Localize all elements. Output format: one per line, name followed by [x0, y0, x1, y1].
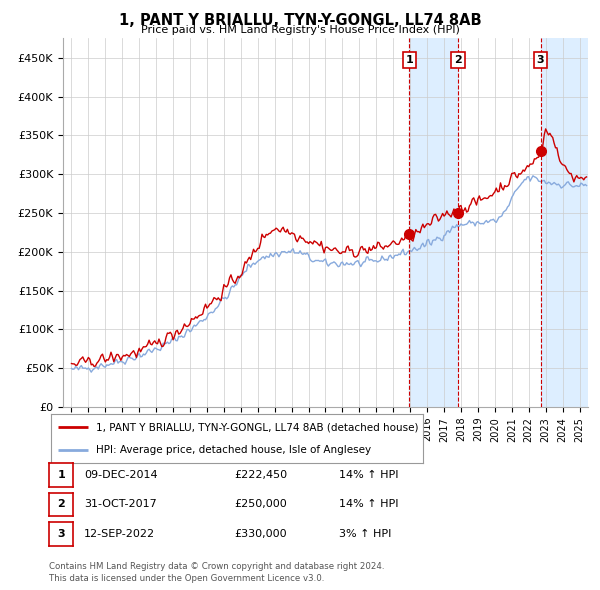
- Text: Price paid vs. HM Land Registry's House Price Index (HPI): Price paid vs. HM Land Registry's House …: [140, 25, 460, 35]
- Text: 1, PANT Y BRIALLU, TYN-Y-GONGL, LL74 8AB: 1, PANT Y BRIALLU, TYN-Y-GONGL, LL74 8AB: [119, 13, 481, 28]
- Bar: [541, 38, 588, 407]
- Text: 12-SEP-2022: 12-SEP-2022: [84, 529, 155, 539]
- Text: £330,000: £330,000: [234, 529, 287, 539]
- Text: Contains HM Land Registry data © Crown copyright and database right 2024.: Contains HM Land Registry data © Crown c…: [49, 562, 385, 571]
- Text: £222,450: £222,450: [234, 470, 287, 480]
- Text: 3% ↑ HPI: 3% ↑ HPI: [339, 529, 391, 539]
- Text: HPI: Average price, detached house, Isle of Anglesey: HPI: Average price, detached house, Isle…: [95, 445, 371, 455]
- Text: 31-OCT-2017: 31-OCT-2017: [84, 500, 157, 509]
- Text: This data is licensed under the Open Government Licence v3.0.: This data is licensed under the Open Gov…: [49, 574, 325, 583]
- Text: 3: 3: [58, 529, 65, 539]
- Text: 09-DEC-2014: 09-DEC-2014: [84, 470, 158, 480]
- Text: 14% ↑ HPI: 14% ↑ HPI: [339, 470, 398, 480]
- Text: 1: 1: [58, 470, 65, 480]
- Text: 3: 3: [537, 55, 544, 65]
- Text: 14% ↑ HPI: 14% ↑ HPI: [339, 500, 398, 509]
- Text: 1: 1: [405, 55, 413, 65]
- Text: 2: 2: [58, 500, 65, 509]
- Bar: [409, 38, 458, 407]
- Text: 1, PANT Y BRIALLU, TYN-Y-GONGL, LL74 8AB (detached house): 1, PANT Y BRIALLU, TYN-Y-GONGL, LL74 8AB…: [95, 422, 418, 432]
- Text: £250,000: £250,000: [234, 500, 287, 509]
- Text: 2: 2: [454, 55, 462, 65]
